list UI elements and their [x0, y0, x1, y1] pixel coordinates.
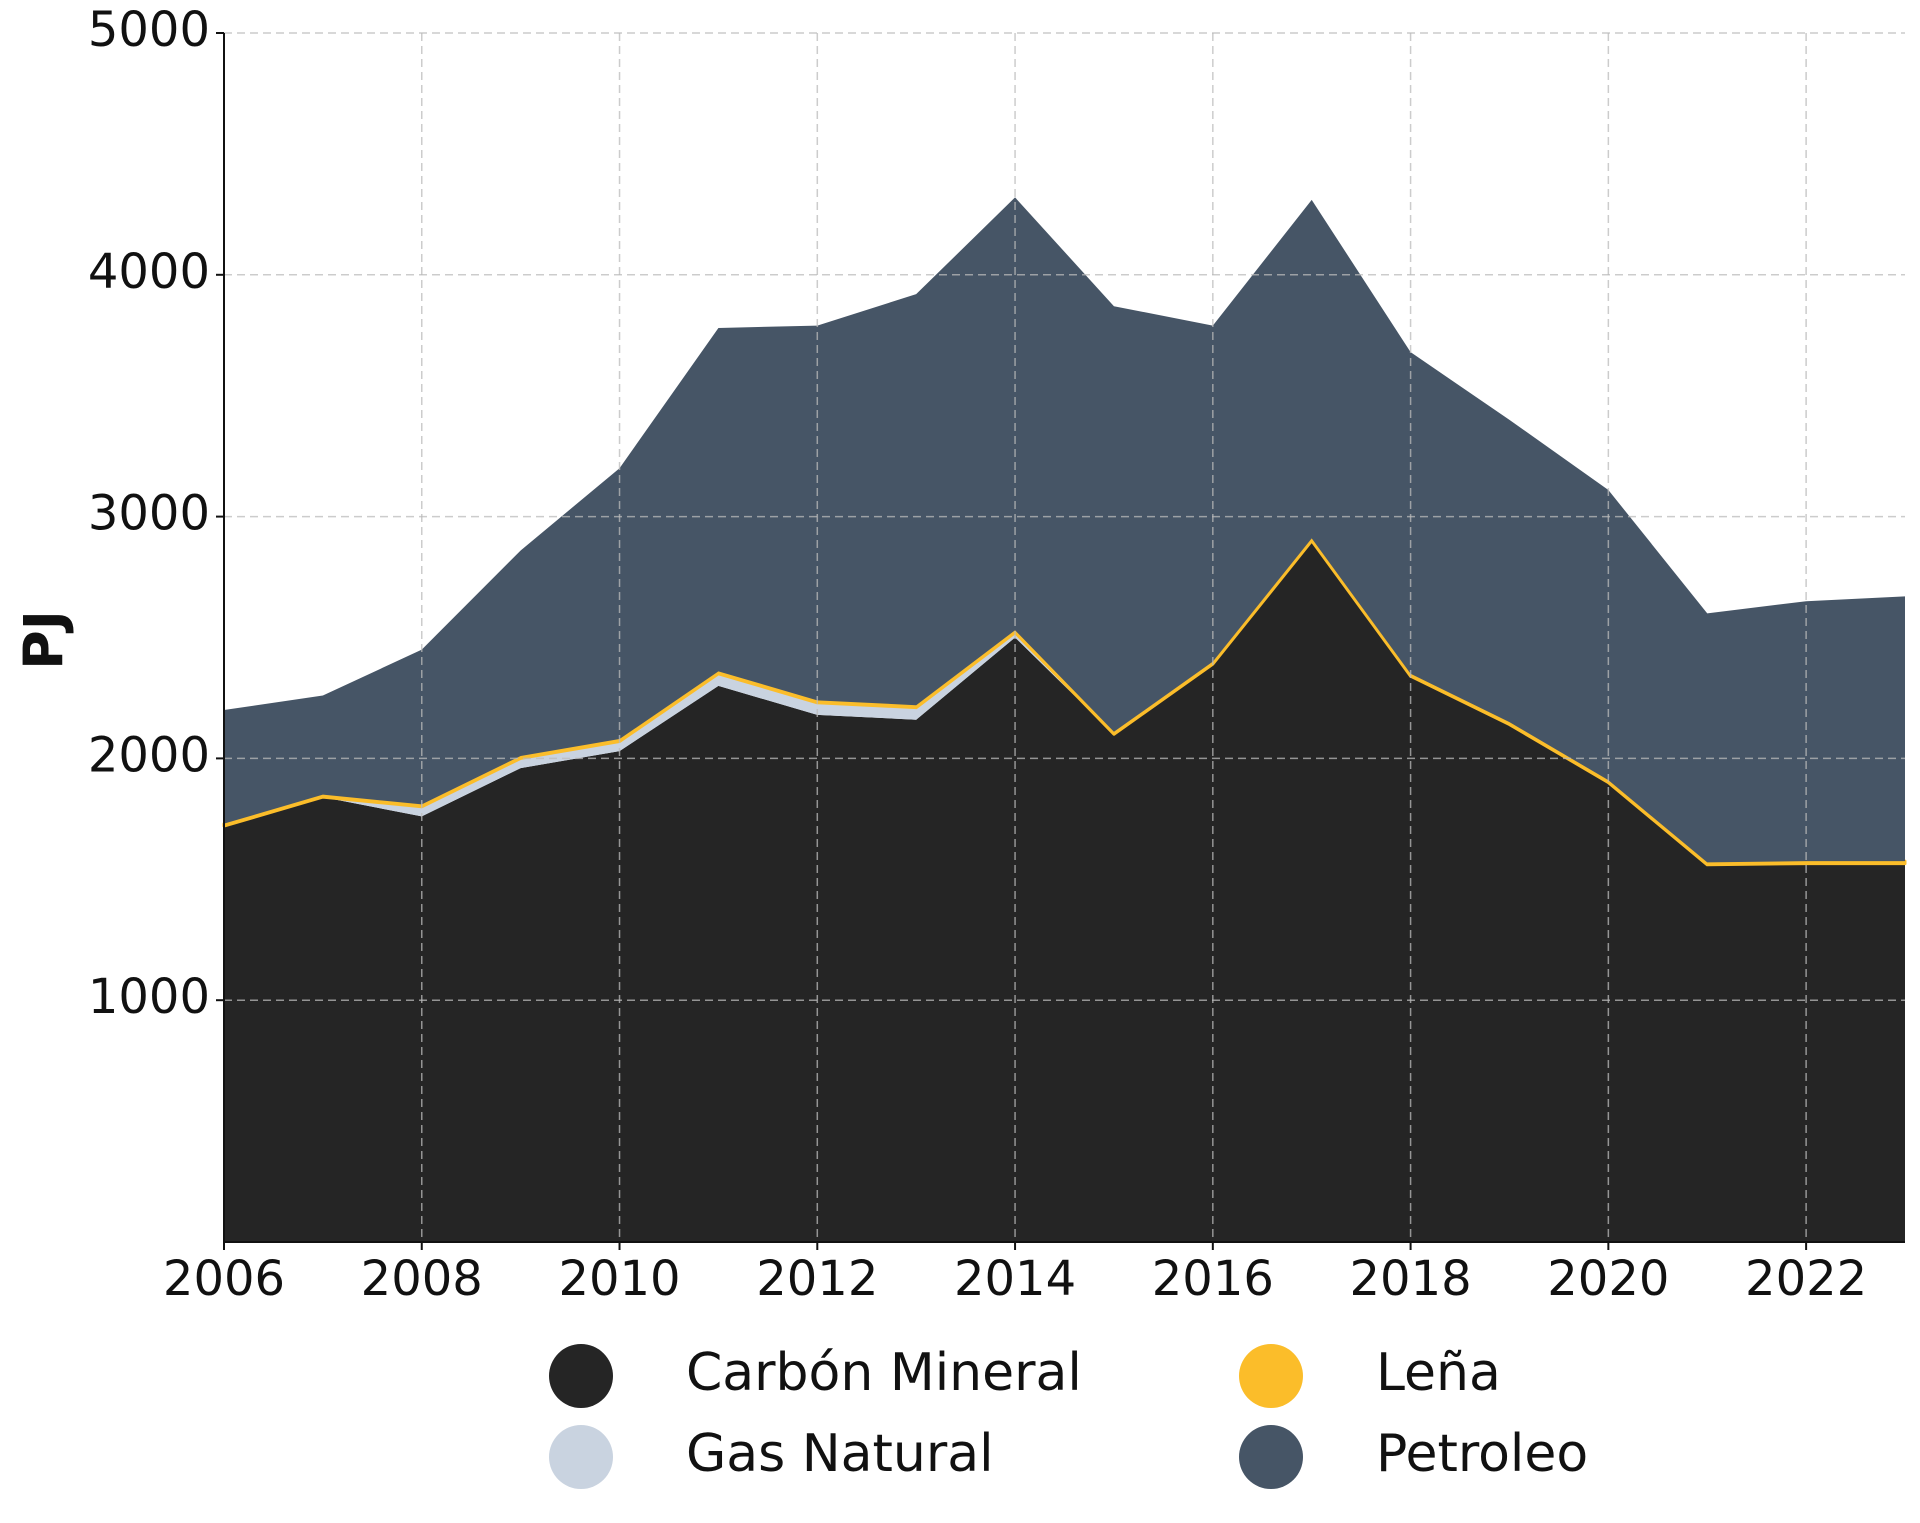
legend-label: Carbón Mineral — [686, 1343, 1082, 1403]
legend-label: Petroleo — [1376, 1424, 1588, 1484]
legend-label: Gas Natural — [686, 1424, 994, 1484]
x-tick-label: 2018 — [1350, 1251, 1472, 1307]
x-tick-label: 2006 — [163, 1251, 285, 1307]
y-axis-label: PJ — [13, 610, 76, 670]
x-tick-label: 2010 — [558, 1251, 680, 1307]
x-tick-label: 2008 — [361, 1251, 483, 1307]
area — [224, 197, 1905, 863]
y-tick-label: 1000 — [88, 969, 210, 1025]
area — [224, 540, 1905, 1242]
y-tick-label: 3000 — [88, 486, 210, 542]
x-tick-label: 2020 — [1547, 1251, 1669, 1307]
legend-marker — [549, 1344, 613, 1408]
legend-label: Leña — [1376, 1343, 1501, 1403]
x-tick-label: 2022 — [1745, 1251, 1867, 1307]
legend-marker — [1239, 1344, 1303, 1408]
legend-marker — [1239, 1425, 1303, 1489]
x-tick-label: 2012 — [756, 1251, 878, 1307]
y-tick-label: 5000 — [88, 2, 210, 58]
x-tick-label: 2014 — [954, 1251, 1076, 1307]
y-tick-label: 4000 — [88, 244, 210, 300]
y-tick-label: 2000 — [88, 727, 210, 783]
x-tick-label: 2016 — [1152, 1251, 1274, 1307]
legend-marker — [549, 1425, 613, 1489]
